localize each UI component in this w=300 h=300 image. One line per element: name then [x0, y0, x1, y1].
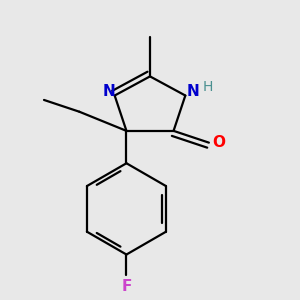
Text: O: O: [213, 135, 226, 150]
Text: N: N: [102, 84, 115, 99]
Text: H: H: [202, 80, 213, 94]
Text: N: N: [186, 84, 199, 99]
Text: F: F: [121, 279, 132, 294]
